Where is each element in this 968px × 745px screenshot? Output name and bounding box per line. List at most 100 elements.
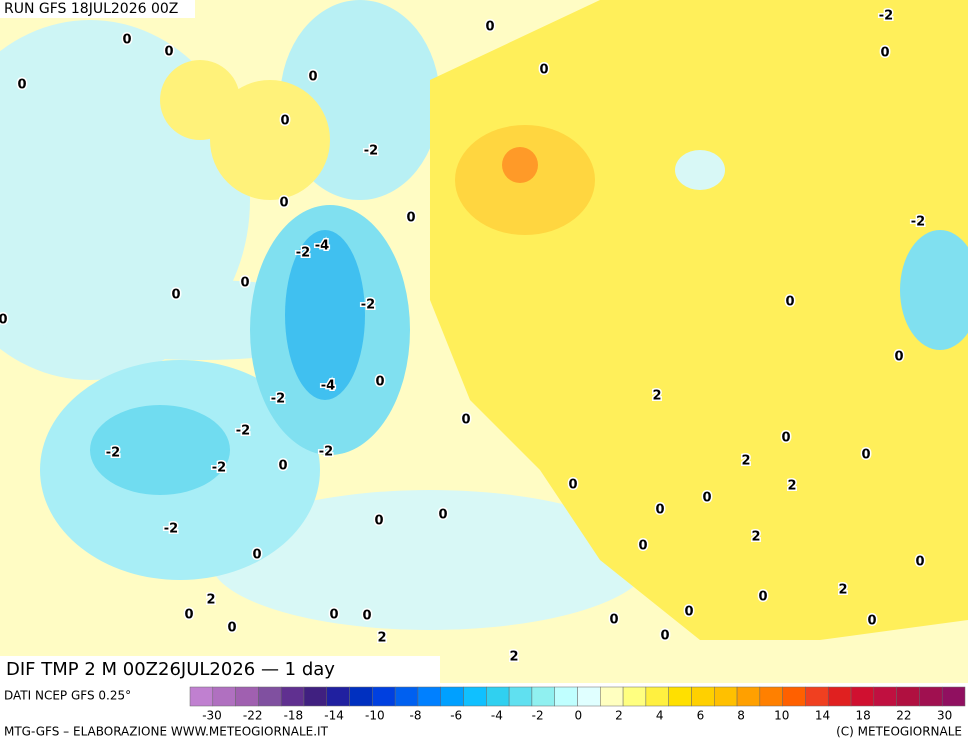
contour-label: 0 <box>240 276 249 291</box>
colorbar-tick-label: 14 <box>815 709 830 723</box>
colorbar-swatch <box>645 686 669 707</box>
contour-label: 0 <box>684 605 693 620</box>
contour-label: 0 <box>362 609 371 624</box>
contour-label: 0 <box>184 608 193 623</box>
colorbar-swatch <box>394 686 419 707</box>
contour-label: 0 <box>17 78 26 93</box>
contour-label: 0 <box>781 431 790 446</box>
title-box <box>0 656 440 683</box>
colorbar-tick-label: 8 <box>737 709 745 723</box>
contour-label: 0 <box>171 288 180 303</box>
contour-label: 2 <box>377 631 386 646</box>
colorbar-tick-label: 10 <box>774 709 789 723</box>
contour-label: 0 <box>252 548 261 563</box>
colorbar-swatch <box>827 686 852 707</box>
colorbar-tick-label: -2 <box>532 709 544 723</box>
source-label: DATI NCEP GFS 0.25° <box>4 689 131 703</box>
contour-label: 0 <box>867 614 876 629</box>
colorbar-swatch <box>326 686 350 707</box>
contour-label: 0 <box>894 350 903 365</box>
colorbar-swatch <box>736 686 761 707</box>
colorbar-swatch <box>691 686 715 707</box>
colorbar-swatch <box>508 686 533 707</box>
contour-label: 0 <box>278 459 287 474</box>
colorbar-tick-label: -18 <box>284 709 304 723</box>
contour-label: -2 <box>319 445 333 460</box>
contour-label: 0 <box>785 295 794 310</box>
contour-label: 0 <box>660 629 669 644</box>
contour-label: 0 <box>227 621 236 636</box>
contour-label: 0 <box>915 555 924 570</box>
colorbar-tick-label: -30 <box>202 709 222 723</box>
colorbar-swatch <box>235 686 259 707</box>
colorbar-swatch <box>531 686 555 707</box>
contour-label: 0 <box>539 63 548 78</box>
colorbar-tick-label: -10 <box>365 709 385 723</box>
colorbar-swatch <box>189 686 214 707</box>
colorbar-swatch <box>372 686 396 707</box>
colorbar-swatch <box>622 686 647 707</box>
colorbar-swatch <box>349 686 373 707</box>
colorbar-swatch <box>440 686 464 707</box>
colorbar-tick-label: -8 <box>410 709 422 723</box>
contour-label: -2 <box>106 446 120 461</box>
contour-label: 0 <box>438 508 447 523</box>
colorbar-swatch <box>577 686 601 707</box>
colorbar-swatch <box>850 686 875 707</box>
contour-label: 0 <box>122 33 131 48</box>
colorbar-tick-label: 0 <box>574 709 582 723</box>
colorbar-tick-label: 22 <box>896 709 911 723</box>
contour-label: 0 <box>375 375 384 390</box>
contour-label: 2 <box>787 479 796 494</box>
colorbar-swatch <box>212 686 236 707</box>
contour-label: -2 <box>164 522 178 537</box>
contour-label: 0 <box>568 478 577 493</box>
map-field <box>0 0 968 683</box>
contour-label: -2 <box>271 392 285 407</box>
contour-label: 0 <box>280 114 289 129</box>
footer-right: (C) METEOGIORNALE <box>836 725 962 739</box>
contour-label: 0 <box>861 448 870 463</box>
colorbar-swatch <box>486 686 510 707</box>
header-box <box>0 0 195 18</box>
contour-label: 0 <box>638 539 647 554</box>
colorbar-swatch <box>919 686 943 707</box>
colorbar-swatch <box>759 686 783 707</box>
contour-label: -4 <box>315 239 329 254</box>
colorbar-swatch <box>258 686 282 707</box>
contour-label: 0 <box>374 514 383 529</box>
contour-label: 2 <box>751 530 760 545</box>
contour-label: -2 <box>296 246 310 261</box>
contour-label: -2 <box>212 461 226 476</box>
colorbar-tick-label: 30 <box>937 709 952 723</box>
colorbar-tick-label: -6 <box>450 709 462 723</box>
contour-label: -2 <box>361 298 375 313</box>
colorbar-tick-label: 6 <box>697 709 705 723</box>
contour-label: 0 <box>0 313 8 328</box>
colorbar-swatch <box>280 686 305 707</box>
colorbar-tick-label: 2 <box>615 709 623 723</box>
colorbar-swatch <box>668 686 692 707</box>
contour-label: 0 <box>702 491 711 506</box>
contour-label: 0 <box>485 20 494 35</box>
colorbar-tick-label: 4 <box>656 709 664 723</box>
contour-label: 0 <box>461 413 470 428</box>
colorbar-tick-label: -14 <box>324 709 344 723</box>
colorbar-tick-label: -22 <box>243 709 263 723</box>
run-label: RUN GFS 18JUL2026 00Z <box>4 1 178 17</box>
contour-label: 0 <box>406 211 415 226</box>
contour-label: 2 <box>652 389 661 404</box>
colorbar-swatch <box>941 686 966 707</box>
colorbar-swatch <box>303 686 328 707</box>
contour-label: -2 <box>911 215 925 230</box>
footer-left: MTG-GFS – ELABORAZIONE WWW.METEOGIORNALE… <box>4 725 329 739</box>
contour-label: 2 <box>509 650 518 665</box>
colorbar-swatch <box>600 686 624 707</box>
colorbar-swatch <box>782 686 806 707</box>
contour-label: 0 <box>164 45 173 60</box>
map-title: DIF TMP 2 M 00Z26JUL2026 — 1 day <box>6 659 335 680</box>
contour-label: -2 <box>364 144 378 159</box>
colorbar-swatch <box>463 686 487 707</box>
